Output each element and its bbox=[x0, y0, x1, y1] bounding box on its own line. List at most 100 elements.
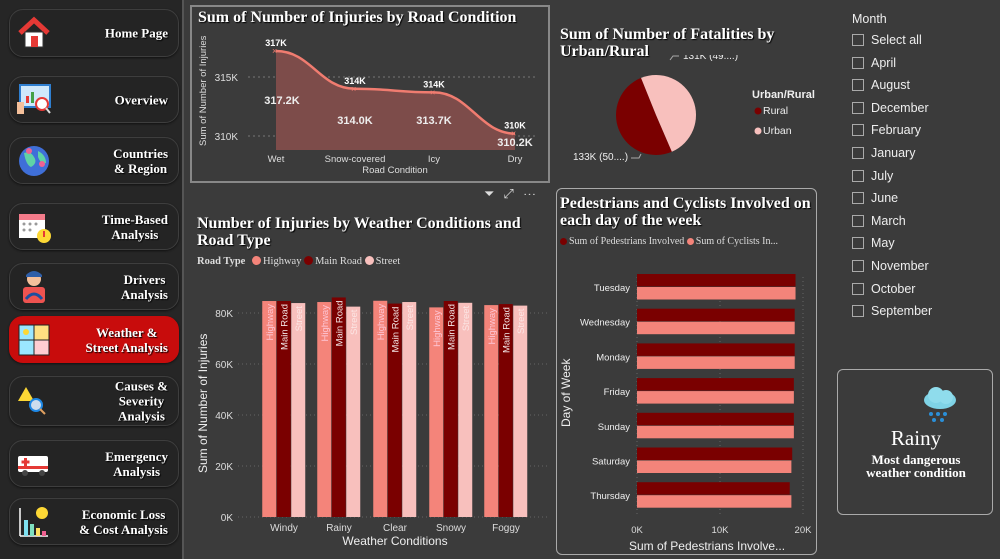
bar-main-road bbox=[276, 301, 291, 517]
checkbox[interactable] bbox=[852, 305, 864, 318]
bar-pedestrians bbox=[637, 308, 795, 322]
checkbox[interactable] bbox=[852, 192, 864, 205]
bar-cyclists bbox=[637, 460, 792, 473]
data-label: 317K bbox=[265, 38, 287, 48]
slicer-item-label: January bbox=[871, 146, 916, 160]
slicer-item-july[interactable]: July bbox=[852, 169, 893, 183]
pie-chart-title: Sum of Number of Fatalities by Urban/Rur… bbox=[560, 26, 775, 60]
slicer-item-june[interactable]: June bbox=[852, 191, 898, 205]
horizontal-bar-chart: 0K 10K 20K Tuesday Wednesday Monday Friday Sund… bbox=[559, 274, 812, 553]
x-tick-label: Windy bbox=[270, 523, 298, 534]
checkbox[interactable] bbox=[852, 124, 864, 137]
x-tick-label: Dry bbox=[508, 154, 523, 165]
sidebar-item-emergency[interactable]: Emergency Analysis bbox=[9, 440, 179, 487]
globe-icon bbox=[19, 145, 49, 176]
area-chart-visual[interactable] bbox=[190, 5, 550, 183]
bar-highway bbox=[373, 300, 388, 517]
bar-label: Main Road bbox=[502, 307, 513, 353]
pie-chart[interactable]: 131K (49....) 133K (50....) Urban/Rural Rur… bbox=[555, 55, 845, 180]
slicer-item-may[interactable]: May bbox=[852, 236, 895, 250]
legend-item-highway[interactable]: Highway bbox=[248, 256, 301, 267]
data-label: 314K bbox=[344, 76, 366, 86]
slicer-item-december[interactable]: December bbox=[852, 101, 929, 115]
slicer-item-label: July bbox=[871, 168, 894, 183]
legend-item-cyclists[interactable]: Sum of Cyclists In... bbox=[686, 236, 778, 247]
bar-pedestrians bbox=[637, 274, 796, 287]
bar-label: Highway bbox=[265, 304, 276, 341]
slicer-item-november[interactable]: November bbox=[852, 259, 929, 273]
sidebar-item-countries[interactable]: Countries & Region bbox=[9, 137, 179, 184]
ambulance-icon bbox=[18, 455, 48, 476]
bar-street bbox=[346, 306, 361, 517]
value-label: 310.2K bbox=[497, 137, 533, 149]
rain-cloud-icon bbox=[924, 387, 956, 422]
bar-chart-visual bbox=[556, 188, 817, 555]
slicer-item-october[interactable]: October bbox=[852, 282, 915, 296]
bar-main-road bbox=[498, 304, 513, 517]
focus-mode-icon[interactable]: ⤢ bbox=[503, 186, 523, 201]
y-tick-label: 310K bbox=[215, 132, 239, 143]
y-tick-label: Sunday bbox=[598, 422, 630, 433]
slicer-item-label: March bbox=[871, 213, 906, 228]
checkbox[interactable] bbox=[852, 56, 864, 69]
bar-pedestrians bbox=[637, 343, 795, 356]
checkbox[interactable] bbox=[852, 214, 864, 227]
sidebar-item-economic-loss[interactable]: Economic Loss & Cost Analysis bbox=[9, 498, 179, 545]
visual-header-icons: ⏷⤢⋯ bbox=[484, 186, 545, 202]
checkbox[interactable] bbox=[852, 147, 864, 159]
checkbox[interactable] bbox=[852, 101, 864, 114]
bar-chart-title: Pedestrians and Cyclists Involved on eac… bbox=[560, 195, 811, 229]
sidebar-item-label: Countries & Region bbox=[113, 145, 168, 176]
legend-item-street[interactable]: Street bbox=[364, 256, 400, 267]
bar-label: Highway bbox=[376, 304, 387, 341]
legend-title: Urban/Rural bbox=[752, 89, 815, 101]
checkbox[interactable] bbox=[852, 282, 864, 295]
y-tick-label: 20K bbox=[215, 462, 233, 473]
slicer-item-april[interactable]: April bbox=[852, 56, 896, 70]
x-tick-label: Wet bbox=[268, 154, 285, 165]
bar-pedestrians bbox=[637, 482, 790, 495]
pie-data-label: 133K (50....) bbox=[573, 152, 628, 163]
bar-cyclists bbox=[637, 425, 794, 439]
sidebar-item-overview[interactable]: Overview bbox=[9, 76, 179, 123]
filter-icon[interactable]: ⏷ bbox=[484, 186, 504, 201]
checkbox[interactable] bbox=[852, 79, 864, 92]
sidebar-item-drivers[interactable]: Drivers Analysis bbox=[9, 263, 179, 310]
x-tick-label: Foggy bbox=[492, 523, 520, 534]
legend-item-rural: Rural bbox=[763, 105, 788, 117]
checkbox[interactable] bbox=[852, 260, 864, 272]
bar-label: Highway bbox=[432, 310, 443, 347]
bar-label: Main Road bbox=[447, 304, 458, 350]
value-label: 313.7K bbox=[416, 115, 452, 127]
bar-label: Main Road bbox=[280, 304, 291, 350]
sidebar-item-time-based[interactable]: Time-Based Analysis bbox=[9, 203, 179, 250]
y-tick-label: 0K bbox=[221, 513, 234, 524]
slicer-item-select-all[interactable]: Select all bbox=[852, 33, 922, 47]
leader-line bbox=[669, 55, 679, 61]
legend-item-pedestrians[interactable]: Sum of Pedestrians Involved bbox=[560, 236, 684, 247]
slicer-item-march[interactable]: March bbox=[852, 214, 906, 228]
sidebar-item-causes[interactable]: Causes & Severity Analysis bbox=[9, 376, 179, 426]
checkbox[interactable] bbox=[852, 34, 864, 46]
slicer-item-september[interactable]: September bbox=[852, 304, 932, 318]
y-tick-label: 80K bbox=[215, 309, 233, 320]
bar-label: Main Road bbox=[335, 300, 346, 346]
slicer-item-august[interactable]: August bbox=[852, 78, 910, 92]
more-options-icon[interactable]: ⋯ bbox=[522, 186, 545, 201]
legend-marker bbox=[754, 107, 762, 115]
sidebar-item-home-page[interactable]: Home Page bbox=[9, 9, 179, 57]
legend-item-urban: Urban bbox=[763, 125, 792, 137]
x-tick-label: 0K bbox=[631, 525, 643, 536]
checkbox[interactable] bbox=[852, 237, 864, 250]
slicer-item-label: August bbox=[871, 78, 910, 93]
legend-item-main-road[interactable]: Main Road bbox=[304, 256, 362, 267]
slicer-item-february[interactable]: February bbox=[852, 123, 921, 137]
sidebar-item-label: Overview bbox=[114, 92, 168, 107]
bar-cyclists bbox=[637, 287, 796, 300]
checkbox[interactable] bbox=[852, 169, 864, 182]
slicer-item-january[interactable]: January bbox=[852, 146, 915, 160]
value-label: 317.2K bbox=[264, 95, 300, 107]
kpi-value: Rainy bbox=[890, 426, 942, 450]
data-point-marker: × bbox=[511, 129, 516, 139]
sidebar-item-weather[interactable]: Weather & Street Analysis bbox=[9, 316, 179, 363]
